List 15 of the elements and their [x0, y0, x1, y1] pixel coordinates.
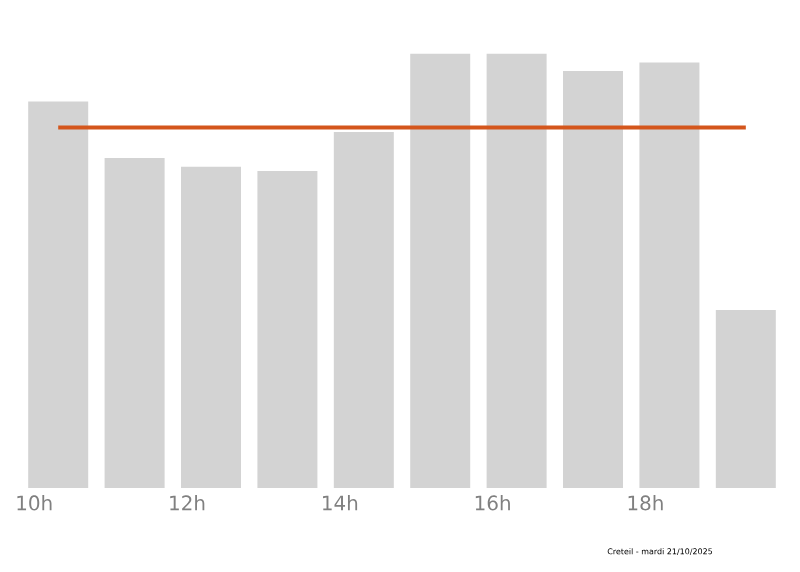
x-tick-label: 14h [323, 495, 358, 511]
bar [28, 101, 89, 488]
bar [257, 170, 318, 488]
bar [410, 53, 471, 488]
x-tick-label: 10h [17, 495, 52, 511]
x-tick-label: 16h [475, 495, 510, 511]
bar [104, 157, 165, 488]
bar [181, 166, 242, 488]
bar [486, 53, 547, 488]
x-tick-label: 12h [170, 495, 205, 511]
bar [715, 309, 776, 488]
bar [333, 131, 394, 488]
bar [563, 71, 624, 488]
bar [639, 62, 700, 488]
x-tick-label: 18h [628, 495, 663, 511]
